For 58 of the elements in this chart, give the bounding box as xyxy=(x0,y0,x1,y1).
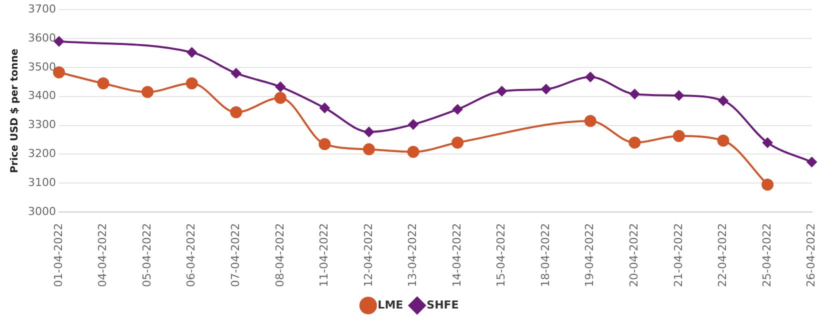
legend-label: SHFE xyxy=(426,298,459,312)
point xyxy=(186,47,197,58)
point xyxy=(762,178,774,191)
point xyxy=(762,138,773,148)
y-tick-label: 3600 xyxy=(28,31,56,44)
x-tick-label: 07-04-2022 xyxy=(228,223,242,288)
point xyxy=(275,82,286,92)
x-tick-label: 13-04-2022 xyxy=(406,223,420,288)
y-tick-label: 3300 xyxy=(28,118,56,132)
point xyxy=(97,77,110,90)
point xyxy=(672,130,685,142)
x-tick-label: 20-04-2022 xyxy=(628,223,641,288)
point xyxy=(541,84,552,94)
point xyxy=(408,119,418,130)
point xyxy=(584,114,596,127)
x-tick-label: 22-04-2022 xyxy=(716,223,730,288)
x-tick-label: 26-04-2022 xyxy=(804,223,818,288)
y-tick-label: 3000 xyxy=(28,204,56,218)
point xyxy=(362,143,375,156)
point xyxy=(320,102,330,113)
x-tick-label: 08-04-2022 xyxy=(273,223,286,288)
point xyxy=(496,86,507,96)
y-tick-label: 3200 xyxy=(28,147,56,160)
x-tick-label: 25-04-2022 xyxy=(760,223,774,288)
x-tick-label: 15-04-2022 xyxy=(494,223,508,288)
point xyxy=(585,72,596,82)
point xyxy=(318,138,331,150)
point xyxy=(231,68,242,78)
x-tick-label: 05-04-2022 xyxy=(140,223,154,288)
x-tick-label: 01-04-2022 xyxy=(52,223,65,288)
point xyxy=(407,146,420,158)
y-tick-label: 3500 xyxy=(28,60,56,74)
y-axis-title: Price USD $ per tonne xyxy=(10,48,21,174)
x-tick-label: 14-04-2022 xyxy=(450,223,464,288)
point xyxy=(806,157,817,168)
point xyxy=(717,134,730,147)
x-tick-label: 11-04-2022 xyxy=(318,223,331,288)
point xyxy=(274,92,286,104)
y-tick-label: 3400 xyxy=(28,89,56,102)
point xyxy=(452,104,463,114)
y-tick-label: 3700 xyxy=(28,2,56,16)
point xyxy=(364,126,374,137)
point xyxy=(718,96,728,106)
x-tick-label: 12-04-2022 xyxy=(362,223,375,288)
x-tick-label: 21-04-2022 xyxy=(672,223,685,288)
point xyxy=(186,77,198,90)
x-tick-label: 19-04-2022 xyxy=(583,223,596,288)
point xyxy=(452,136,464,149)
point xyxy=(628,136,641,149)
y-tick-label: 3100 xyxy=(28,176,56,190)
point xyxy=(674,90,684,101)
point xyxy=(142,86,154,98)
point xyxy=(230,106,242,118)
point xyxy=(630,89,640,100)
x-tick-label: 06-04-2022 xyxy=(184,223,198,288)
x-tick-label: 04-04-2022 xyxy=(96,223,110,288)
legend-label: LME xyxy=(378,298,404,312)
x-tick-label: 18-04-2022 xyxy=(538,223,552,288)
